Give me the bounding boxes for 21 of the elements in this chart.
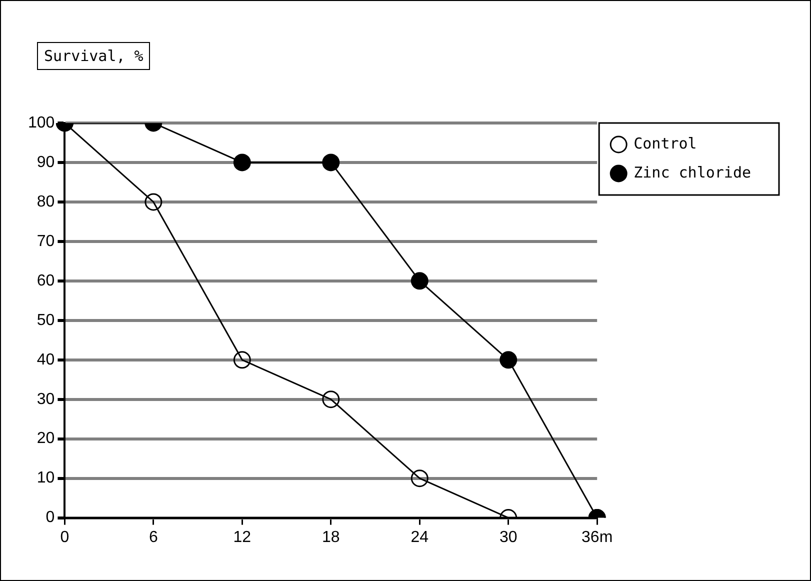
x-tick-label: 12: [233, 528, 252, 546]
y-tick-label: 100: [28, 114, 55, 132]
x-tick-label: 6: [148, 528, 158, 546]
legend-label: Control: [634, 134, 697, 152]
x-tick-label: 24: [410, 528, 429, 546]
y-tick-label: 80: [36, 193, 55, 210]
x-tick-label: 36m: [582, 528, 613, 546]
y-tick-label: 60: [36, 272, 55, 290]
y-tick-label: 50: [36, 312, 55, 329]
x-tick-label: 30: [499, 528, 518, 546]
x-tick-label: 18: [322, 528, 340, 546]
x-tick-label: 0: [60, 528, 70, 546]
y-axis-title: Survival, %: [37, 42, 150, 70]
y-tick-label: 90: [36, 154, 55, 171]
y-tick-label: 40: [36, 351, 55, 368]
legend-label: Zinc chloride: [634, 163, 752, 182]
y-tick-label: 10: [36, 470, 55, 487]
y-tick-label: 70: [36, 232, 55, 250]
y-tick-label: 20: [36, 430, 55, 448]
y-tick-label: 30: [36, 390, 55, 408]
y-tick-label: 0: [46, 509, 55, 526]
